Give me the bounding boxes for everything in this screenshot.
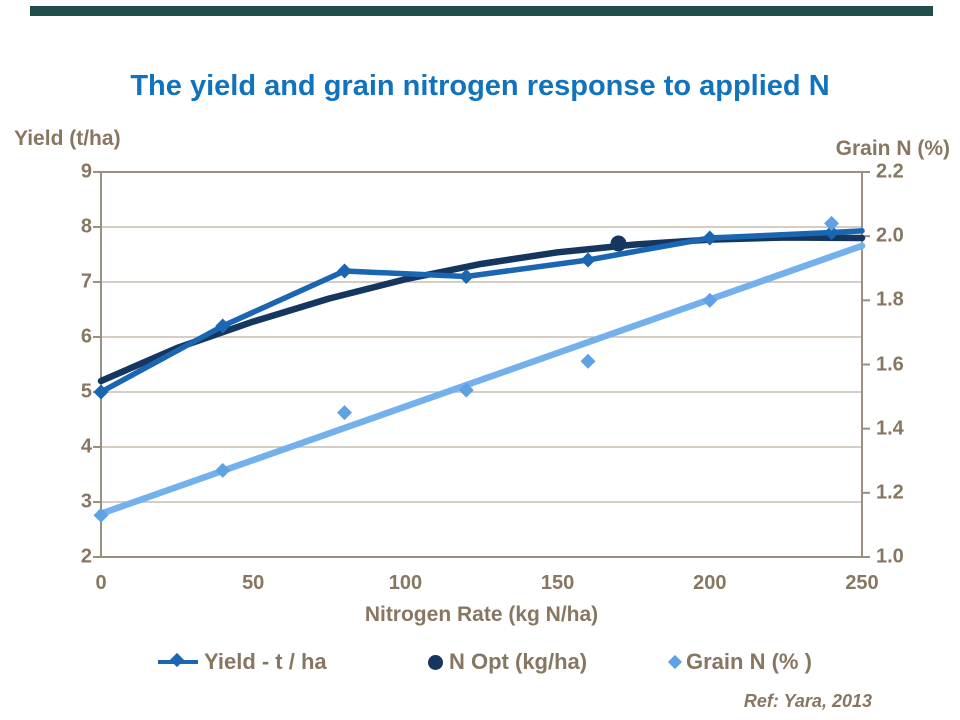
y-right-tick-label: 2.2 bbox=[876, 160, 904, 183]
grain-marker bbox=[93, 507, 109, 523]
legend-line-diamond-icon bbox=[158, 652, 198, 668]
legend-label: N Opt (kg/ha) bbox=[449, 649, 588, 674]
grain-marker bbox=[824, 215, 840, 231]
x-tick-label: 50 bbox=[242, 572, 265, 594]
x-tick-label: 0 bbox=[95, 572, 107, 594]
nopt-point bbox=[610, 235, 627, 252]
chart-legend: Yield - t / ha N Opt (kg/ha) Grain N (% ) bbox=[0, 645, 960, 679]
grain-trendline bbox=[97, 242, 866, 517]
yield-marker bbox=[337, 263, 353, 279]
yield-marker bbox=[824, 225, 840, 240]
top-accent-bar bbox=[30, 6, 933, 16]
legend-item: Yield - t / ha bbox=[158, 645, 327, 679]
y-left-tick-label: 4 bbox=[80, 435, 92, 458]
grain-marker bbox=[702, 292, 718, 308]
y-right-axis-title: Grain N (%) bbox=[835, 137, 950, 160]
y-left-tick-label: 7 bbox=[80, 270, 92, 293]
nopt-curve bbox=[97, 234, 866, 385]
y-left-tick-label: 2 bbox=[80, 545, 92, 568]
y-left-tick-label: 3 bbox=[80, 490, 92, 513]
legend-label: Yield - t / ha bbox=[204, 649, 327, 674]
y-right-tick-label: 1.6 bbox=[876, 353, 904, 375]
y-right-tick-label: 1.2 bbox=[876, 481, 904, 504]
y-right-tick-label: 1.4 bbox=[876, 417, 904, 440]
y-left-axis-title: Yield (t/ha) bbox=[14, 127, 121, 150]
y-right-tick-label: 1.8 bbox=[876, 288, 904, 311]
x-tick-label: 150 bbox=[540, 572, 575, 594]
legend-circle-icon bbox=[428, 654, 443, 670]
legend-item: N Opt (kg/ha) bbox=[428, 645, 587, 679]
legend-item: Grain N (% ) bbox=[667, 645, 812, 679]
y-right-tick-label: 1.0 bbox=[876, 545, 904, 568]
yield-marker bbox=[458, 269, 474, 284]
y-left-tick-label: 6 bbox=[80, 325, 92, 348]
grain-marker bbox=[215, 462, 231, 478]
yield-marker bbox=[580, 252, 596, 268]
y-left-tick-label: 9 bbox=[80, 160, 92, 183]
x-tick-label: 250 bbox=[845, 572, 879, 594]
legend-diamond-icon bbox=[667, 654, 683, 670]
yield-line bbox=[98, 228, 865, 395]
yield-marker bbox=[702, 230, 718, 246]
legend-label: Grain N (% ) bbox=[686, 649, 812, 674]
x-tick-label: 200 bbox=[693, 572, 727, 594]
grain-marker bbox=[458, 382, 474, 398]
y-left-tick-label: 5 bbox=[80, 380, 92, 403]
x-tick-label: 100 bbox=[388, 572, 423, 594]
chart-title: The yield and grain nitrogen response to… bbox=[130, 70, 830, 102]
y-right-tick-label: 2.0 bbox=[876, 224, 904, 247]
grain-marker bbox=[337, 405, 353, 421]
yield-marker bbox=[215, 318, 231, 334]
plot-border bbox=[100, 171, 863, 558]
y-left-tick-label: 8 bbox=[80, 215, 92, 238]
x-axis-title: Nitrogen Rate (kg N/ha) bbox=[364, 603, 599, 626]
grain-marker bbox=[580, 353, 596, 369]
yield-marker bbox=[93, 384, 109, 400]
reference-note: Ref: Yara, 2013 bbox=[743, 691, 872, 711]
